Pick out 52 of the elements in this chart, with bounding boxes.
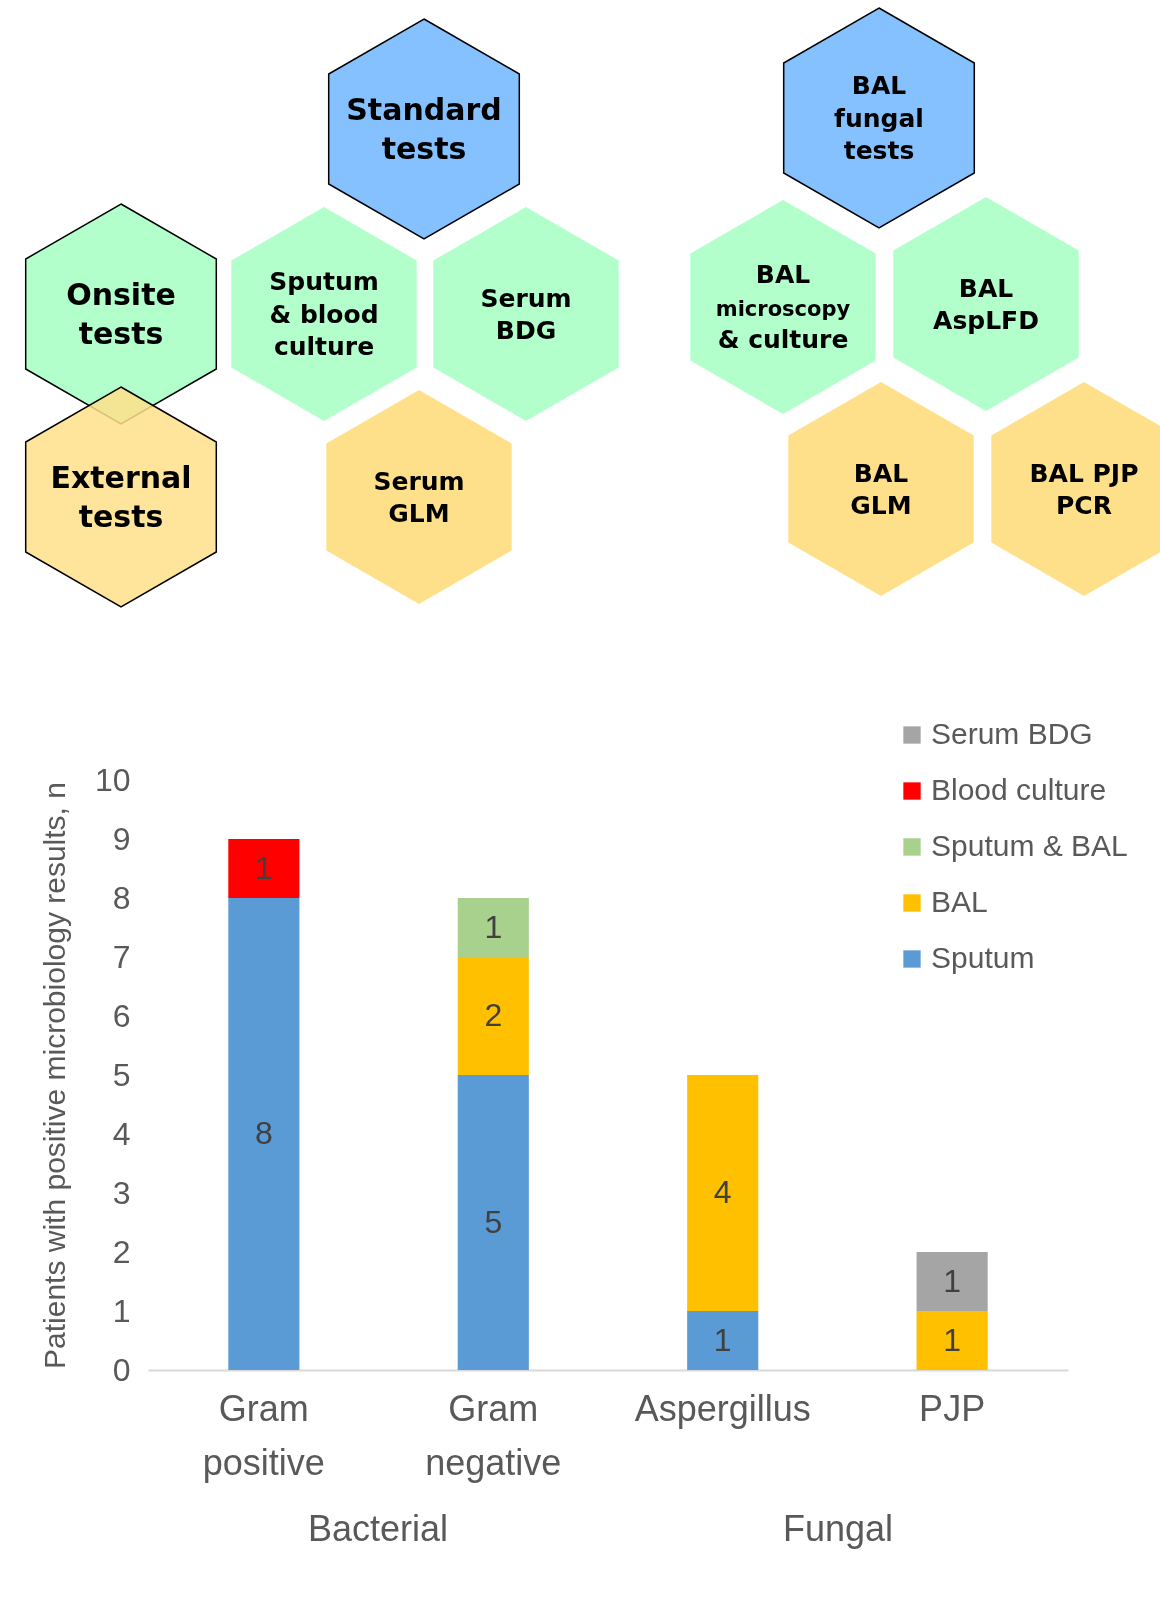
- data-label: 1: [943, 1262, 962, 1299]
- bar: [687, 1311, 759, 1370]
- data-label: 1: [254, 849, 273, 886]
- text: Fungal: [782, 1508, 894, 1549]
- y-tick-label: 2: [112, 1233, 131, 1270]
- category-label: Sputum & blood culture: [269, 267, 379, 362]
- data-label: 1: [943, 1321, 962, 1358]
- y-tick-label: 0: [112, 1351, 131, 1388]
- y-tick-label: 8: [112, 879, 131, 916]
- x-tick-label: Aspergillus: [634, 1387, 811, 1429]
- data-label: 1: [713, 1321, 732, 1358]
- y-axis-title: Patients with positive microbiology results, n: [37, 782, 71, 1369]
- bar: [457, 898, 529, 957]
- x-tick-label: Gram negative: [425, 1387, 562, 1483]
- y-tick-label: 7: [112, 938, 131, 975]
- legend-label: Serum BDG: [931, 717, 1093, 750]
- x-tick-label: PJP: [919, 1387, 986, 1429]
- category-label: BAL GLM: [850, 458, 912, 520]
- category-label: Standard tests: [346, 92, 502, 166]
- y-tick-label: 1: [112, 1292, 131, 1329]
- y-tick-label: 3: [112, 1174, 131, 1211]
- bar: [228, 839, 300, 898]
- category-label: Onsite tests: [66, 277, 176, 351]
- data-label: 4: [713, 1174, 732, 1210]
- y-tick-label: 10: [94, 761, 131, 798]
- category-label: BAL microscopy & culture: [715, 260, 851, 355]
- y-tick-label: 6: [112, 997, 131, 1034]
- category-label: BAL PJP PCR: [1029, 458, 1139, 520]
- text: Bacterial: [307, 1508, 449, 1549]
- legend-label: Blood culture: [931, 773, 1107, 806]
- category-label: External tests: [50, 460, 192, 534]
- x-tick-label: Gram positive: [202, 1387, 325, 1483]
- category-label: Serum BDG: [480, 283, 572, 345]
- bar: [687, 1075, 759, 1311]
- legend-label: Sputum: [931, 941, 1035, 974]
- data-label: 8: [254, 1115, 273, 1151]
- y-tick-label: 5: [112, 1056, 131, 1093]
- category-label: Serum GLM: [373, 466, 465, 528]
- data-label: 5: [484, 1203, 503, 1240]
- legend-label: Sputum & BAL: [931, 829, 1128, 862]
- y-tick-label: 4: [112, 1115, 131, 1152]
- y-tick-label: 9: [112, 820, 131, 857]
- bar: [916, 1311, 988, 1370]
- legend-label: BAL: [931, 885, 988, 918]
- bar: [457, 957, 529, 1075]
- data-label: 2: [484, 997, 503, 1033]
- bar: [228, 898, 300, 1370]
- data-label: 1: [484, 908, 503, 945]
- category-label: BAL AspLFD: [933, 273, 1039, 335]
- bar: [916, 1252, 988, 1311]
- bar: [457, 1075, 529, 1370]
- category-label: BAL fungal tests: [834, 71, 924, 166]
